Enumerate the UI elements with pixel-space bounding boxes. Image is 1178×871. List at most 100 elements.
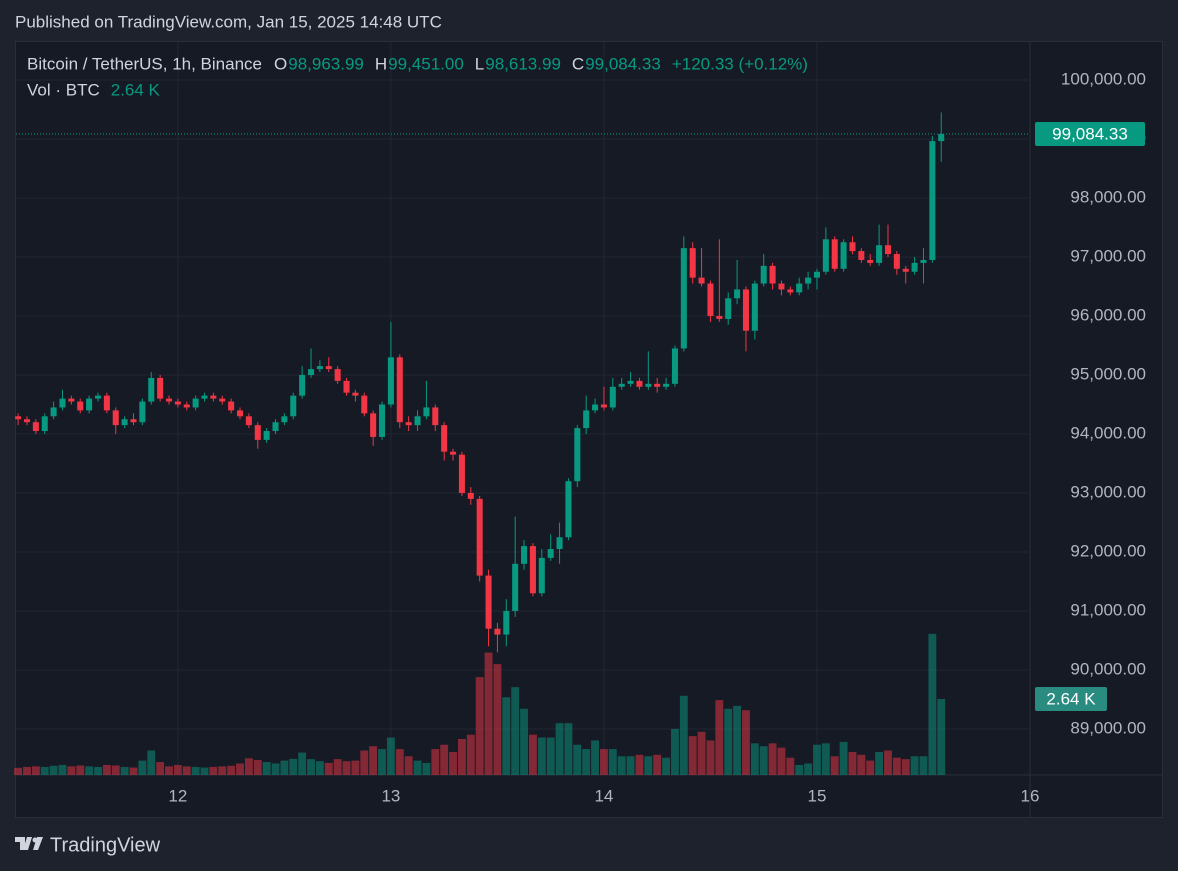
ohlc-value: 98,963.99 (288, 54, 364, 73)
x-tick-label: 15 (808, 786, 827, 805)
volume-bar (244, 758, 253, 775)
volume-value: 2.64 K (111, 80, 161, 99)
candle-body (467, 492, 474, 499)
volume-bar (14, 767, 23, 775)
volume-bar (848, 751, 857, 775)
candle-body (813, 271, 820, 278)
volume-bar (147, 750, 156, 775)
volume-bar (892, 757, 901, 775)
candle-body (41, 416, 48, 432)
candle-body (458, 454, 465, 493)
candle-body (876, 245, 883, 263)
volume-bar (49, 765, 58, 775)
candle-body (192, 398, 199, 408)
y-tick-label: 92,000.00 (1070, 541, 1146, 560)
candle-body (485, 575, 492, 629)
volume-bar (85, 766, 94, 775)
volume-bar (200, 767, 209, 775)
volume-bar (928, 633, 937, 775)
candle-body (272, 422, 279, 432)
candle-body (157, 377, 164, 399)
candle-body (281, 416, 288, 423)
volume-bar (813, 744, 821, 775)
candle-body (734, 289, 741, 299)
candle-body (201, 395, 208, 399)
ohlc-key: O (274, 54, 287, 73)
candle-body (547, 549, 554, 558)
volume-bar (58, 764, 67, 775)
volume-bar (742, 710, 750, 775)
ohlc-value: 98,613.99 (485, 54, 561, 73)
volume-bar (546, 737, 555, 775)
candle-body (121, 419, 128, 426)
price-tag (1035, 122, 1145, 147)
volume-bar (457, 738, 466, 775)
volume-tag-label: 2.64 K (1046, 689, 1096, 708)
volume-bar (23, 766, 31, 775)
volume-bar (120, 766, 129, 775)
candle-body (476, 498, 483, 576)
candle-body (680, 248, 687, 349)
volume-bar (830, 756, 839, 775)
volume-bar (653, 754, 662, 775)
candle-body (414, 416, 421, 426)
ohlc-key: L (475, 54, 484, 73)
volume-bar (40, 766, 49, 775)
x-tick-label: 12 (168, 786, 187, 805)
volume-bar (209, 766, 218, 775)
candle-body (565, 481, 572, 538)
candle-body (343, 380, 350, 393)
candle-body (68, 398, 75, 402)
volume-bar (315, 761, 324, 775)
volume-bar (644, 756, 653, 775)
candle-body (636, 380, 643, 387)
candle-body (370, 413, 377, 437)
y-tick-label: 94,000.00 (1070, 423, 1146, 442)
volume-bar (600, 749, 608, 775)
volume-bar (511, 687, 520, 775)
x-tick-label: 14 (594, 786, 613, 805)
volume-bar (111, 765, 120, 775)
logo: TradingView (15, 834, 161, 856)
volume-bar (76, 765, 85, 775)
volume-bar (466, 734, 475, 775)
volume-bar (307, 759, 315, 775)
volume-bar (31, 766, 40, 775)
candle-body (245, 416, 252, 426)
volume-bar (227, 765, 236, 775)
ohlc-key: H (375, 54, 387, 73)
volume-bar (280, 760, 289, 775)
candle-body (183, 404, 190, 408)
candle-body (805, 277, 812, 284)
candle-body (689, 248, 696, 278)
candle-body (423, 407, 430, 417)
volume-bar (582, 749, 591, 775)
volume-bar (182, 766, 191, 775)
y-tick-label: 93,000.00 (1070, 482, 1146, 501)
candle-body (592, 404, 599, 411)
candle-body (609, 386, 616, 408)
chart-panel (15, 41, 1163, 818)
candle-body (751, 283, 758, 331)
volume-bar (173, 764, 182, 775)
candle-body (219, 398, 226, 402)
volume-bar (351, 760, 360, 775)
volume-bar (626, 756, 635, 775)
volume-bar (697, 731, 706, 775)
candle-body (263, 431, 270, 440)
volume-bar (537, 737, 546, 775)
candle-body (840, 242, 847, 269)
volume-bar (413, 760, 422, 775)
volume-bar (440, 744, 449, 775)
candle-body (938, 134, 945, 142)
candle-body (671, 348, 678, 384)
candle-body (822, 239, 829, 272)
candle-body (290, 395, 297, 417)
candle-body (334, 369, 341, 381)
volume-bar (369, 746, 378, 775)
candle-body (352, 392, 359, 396)
logo-mark (33, 837, 43, 850)
candle-body (831, 239, 838, 269)
volume-bar (733, 705, 742, 775)
